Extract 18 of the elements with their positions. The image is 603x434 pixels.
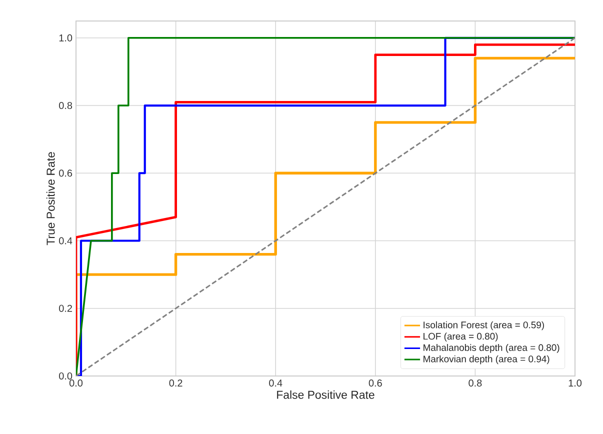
legend-label: LOF (area = 0.80) — [424, 332, 498, 342]
x-tick-label: 0.8 — [468, 380, 482, 387]
legend-label: Markovian depth (area = 0.94) — [424, 355, 550, 364]
y-tick-label: 0.8 — [59, 102, 72, 110]
x-tick-label: 1.0 — [568, 380, 582, 387]
y-tick-label: 1.0 — [59, 34, 72, 42]
y-axis-title: True Positive Rate — [46, 152, 55, 246]
x-tick-label: 0.0 — [69, 380, 83, 387]
legend-label: Isolation Forest (area = 0.59) — [424, 321, 544, 330]
y-tick-label: 0.4 — [59, 237, 72, 244]
x-tick-label: 0.4 — [269, 380, 282, 387]
x-axis-title: False Positive Rate — [277, 390, 374, 399]
x-tick-label: 0.2 — [169, 380, 182, 387]
y-tick-label: 0.6 — [59, 170, 72, 177]
y-tick-label: 0.2 — [59, 304, 72, 312]
x-tick-label: 0.6 — [368, 380, 382, 387]
legend-label: Mahalanobis depth (area = 0.80) — [424, 344, 560, 353]
y-tick-label: 0.0 — [59, 372, 72, 380]
